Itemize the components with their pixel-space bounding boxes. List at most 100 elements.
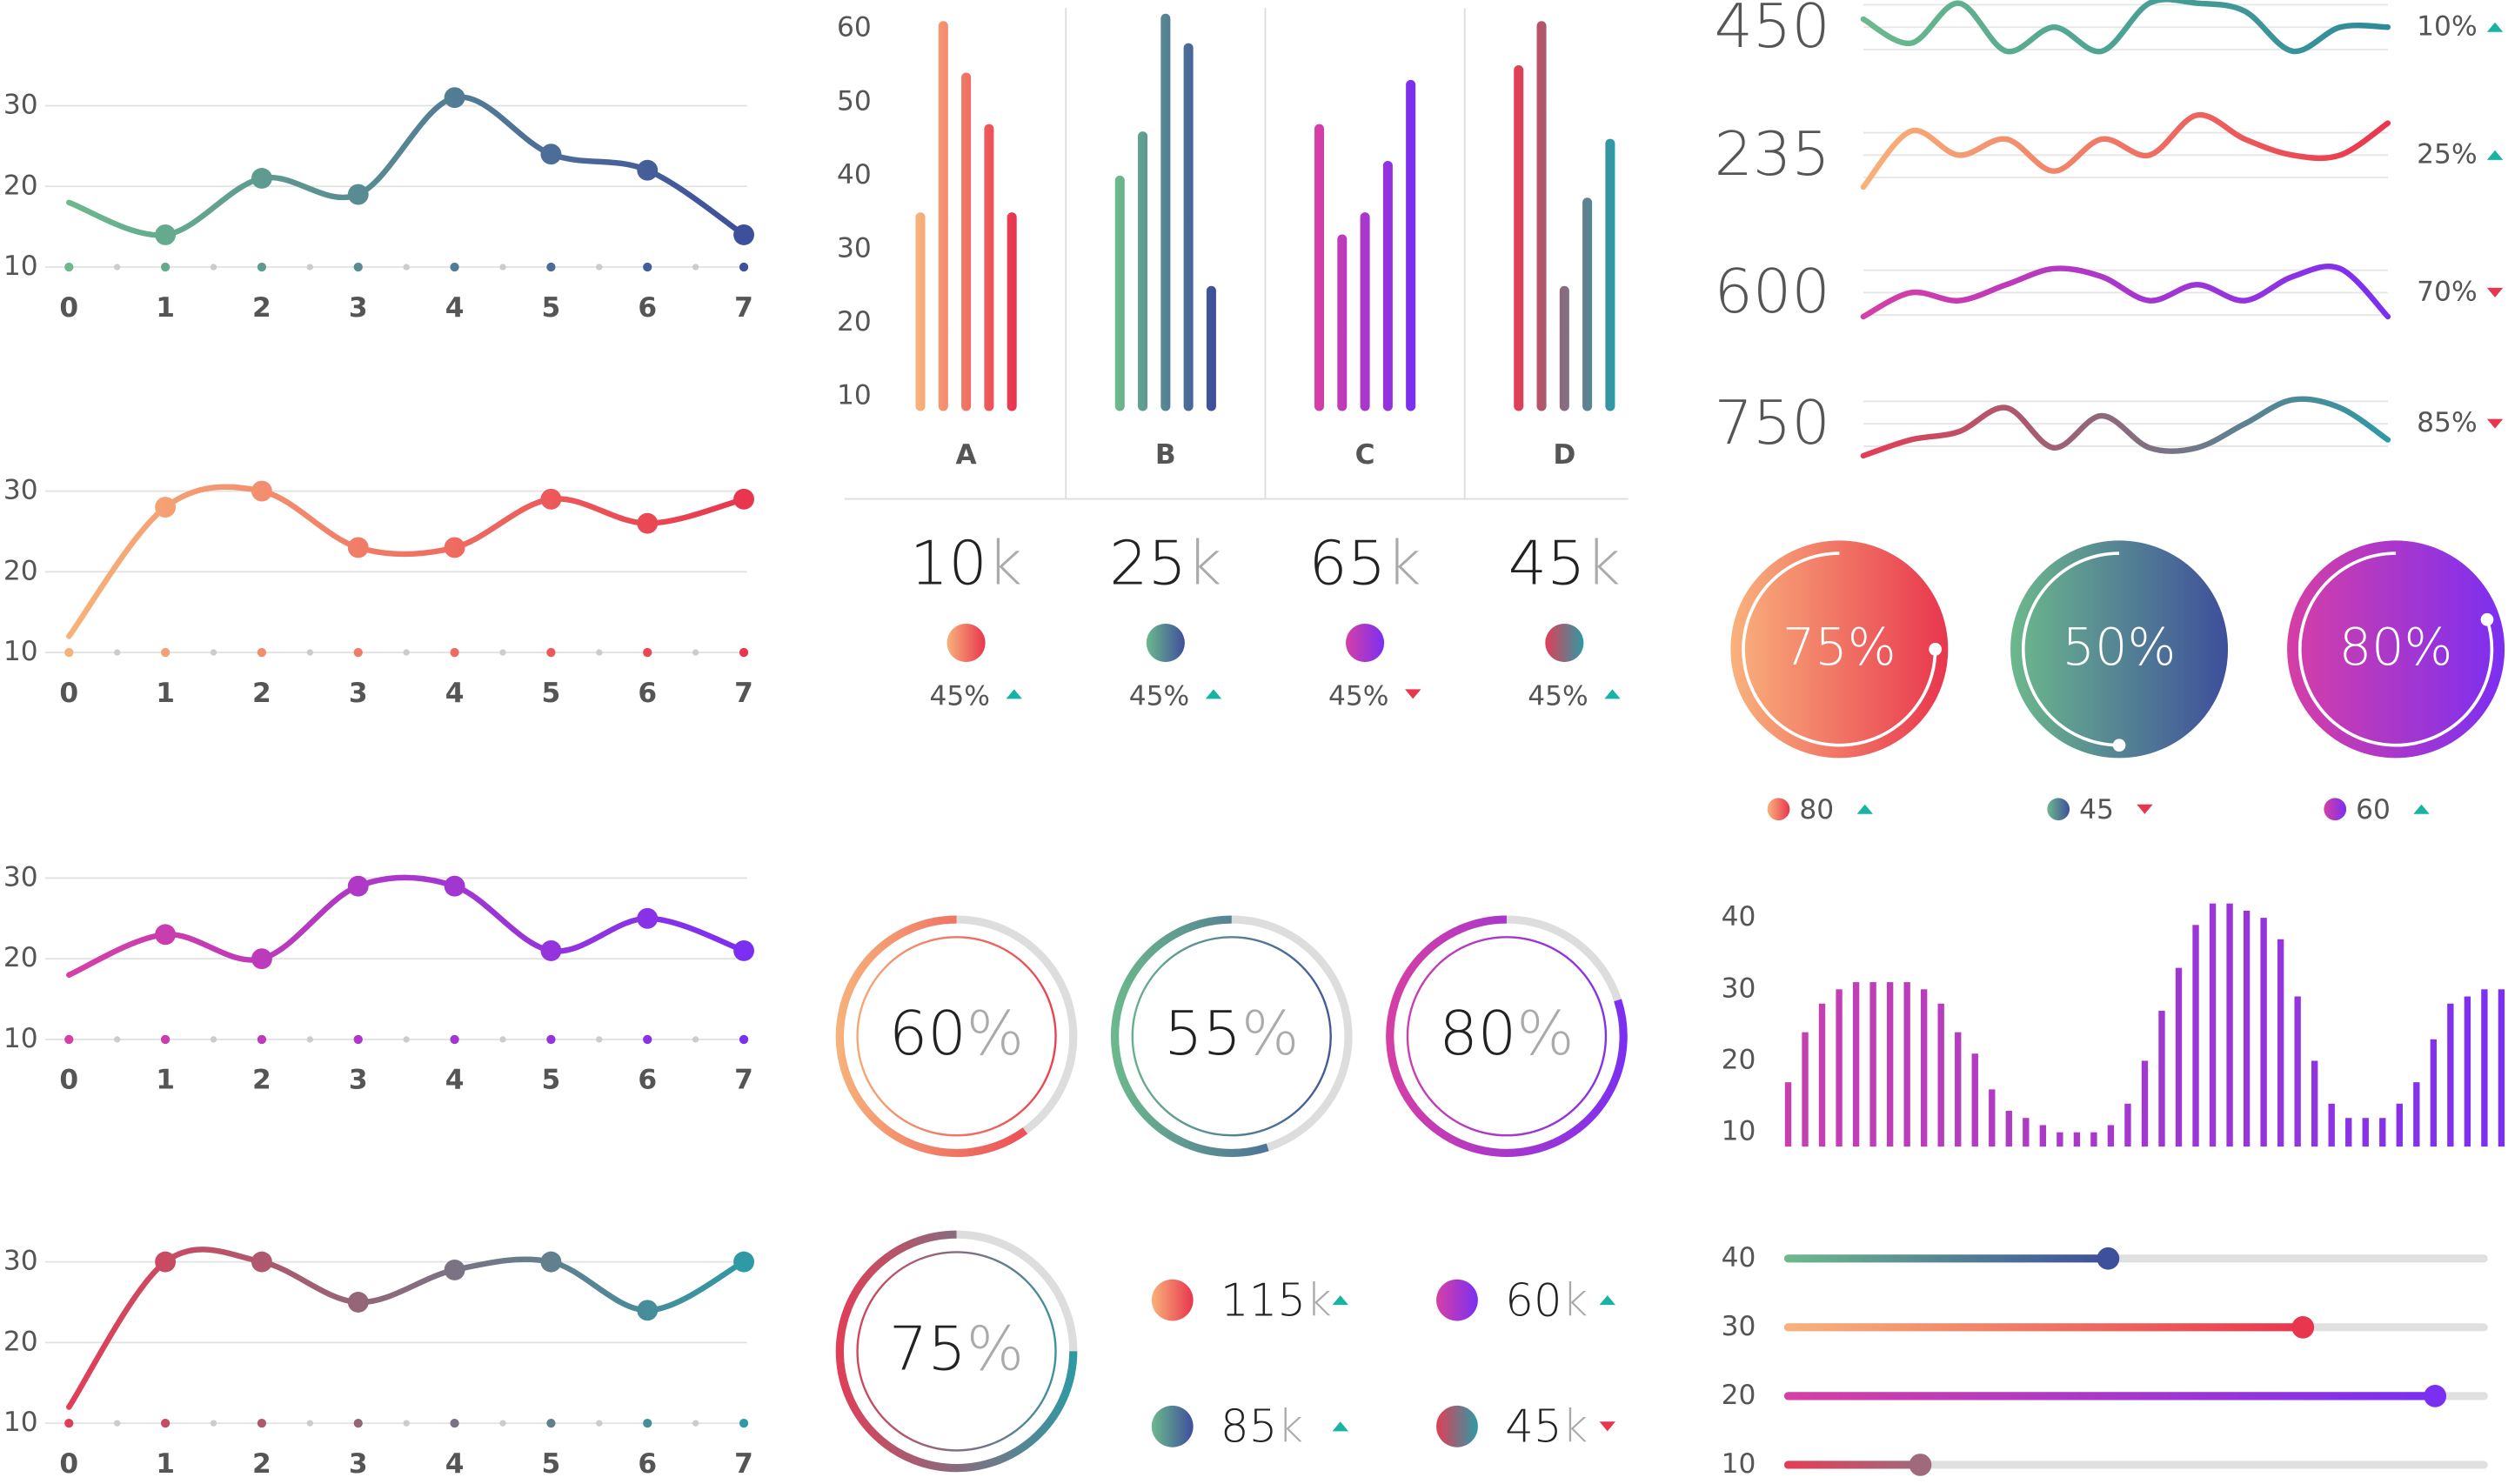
y-tick-label: 30 <box>3 89 38 120</box>
value-number: 65 <box>1308 529 1386 599</box>
bar <box>1138 131 1148 411</box>
legend-value: 45 <box>2079 794 2114 826</box>
bar <box>1314 124 1325 411</box>
y-tick-label: 20 <box>3 942 38 973</box>
y-tick-label: 50 <box>837 85 872 117</box>
gauge-knob <box>2112 739 2126 752</box>
line-marker <box>733 488 755 510</box>
trend-up <box>2486 150 2504 160</box>
bar <box>1382 160 1393 411</box>
stat-change: 45% <box>1328 681 1388 712</box>
y-tick-label: 30 <box>3 861 38 892</box>
x-tick-label: 0 <box>59 292 78 324</box>
bar <box>938 21 948 411</box>
legend-value: 60 <box>2356 794 2391 826</box>
y-tick-label: 10 <box>3 251 38 282</box>
x-tick-label: 0 <box>59 1448 78 1480</box>
line-marker <box>251 480 272 502</box>
x-tick-dot <box>643 647 652 658</box>
bar <box>1937 1003 1944 1147</box>
bar <box>1903 982 1910 1147</box>
baseline-dot <box>499 649 506 656</box>
x-tick-label: 4 <box>445 1065 465 1096</box>
x-tick-label: C <box>1355 439 1375 471</box>
bar <box>1605 138 1615 411</box>
y-tick-label: 30 <box>837 232 872 264</box>
spark-change: 70% <box>2417 276 2477 307</box>
x-tick-dot <box>450 1034 459 1045</box>
bar <box>2498 989 2505 1147</box>
x-tick-dot <box>546 1034 556 1045</box>
baseline-dot <box>692 1420 699 1427</box>
line-marker <box>637 1300 659 1321</box>
x-tick-dot <box>450 1418 459 1428</box>
bar <box>1921 989 1928 1147</box>
value-number: 80 <box>2339 617 2404 677</box>
spark-change: 25% <box>2417 138 2477 170</box>
line-marker <box>540 939 562 961</box>
bar <box>2362 1118 2369 1147</box>
spark-label: 750 <box>1714 388 1829 458</box>
value-number: 45 <box>1505 1400 1562 1453</box>
y-tick-label: 10 <box>1722 1116 1756 1147</box>
bar <box>2039 1125 2047 1147</box>
bar <box>2107 1125 2115 1147</box>
value-number: 45 <box>1508 529 1586 599</box>
baseline-dot <box>596 1420 603 1427</box>
value-number: 55 <box>1164 999 1241 1069</box>
gauge-knob <box>2480 612 2494 626</box>
value-number: 25 <box>1109 529 1187 599</box>
line-marker <box>155 924 177 946</box>
spark-label: 235 <box>1714 119 1829 190</box>
baseline-dot <box>403 1420 410 1427</box>
baseline-dot <box>114 264 121 271</box>
bar <box>2379 1118 2386 1147</box>
bar <box>1183 43 1194 411</box>
bar <box>1206 285 1216 411</box>
x-tick-label: 3 <box>349 1448 368 1480</box>
ring-arc <box>1110 915 1269 1157</box>
trend-up <box>1604 689 1621 699</box>
line-marker <box>155 1251 177 1273</box>
bar <box>1582 197 1593 411</box>
x-tick-dot <box>739 647 749 658</box>
x-tick-dot <box>739 1034 749 1045</box>
line-marker <box>733 1251 755 1273</box>
bar <box>2141 1060 2149 1147</box>
x-tick-label: 5 <box>542 292 561 324</box>
line-marker <box>347 537 369 558</box>
bar <box>2023 1118 2030 1147</box>
ring-inner <box>1406 936 1608 1137</box>
baseline-dot <box>692 649 699 656</box>
baseline-dot <box>596 1036 603 1043</box>
trend-down <box>2486 418 2504 429</box>
gauge-arc <box>2021 551 2120 747</box>
bar <box>2464 996 2471 1147</box>
bar <box>2396 1103 2403 1147</box>
stat-dot <box>1151 1279 1194 1321</box>
stat-change: 45% <box>1129 681 1189 712</box>
x-tick-dot <box>353 647 363 658</box>
bar <box>1818 1003 1826 1147</box>
x-tick-label: 6 <box>638 678 657 709</box>
baseline-dot <box>692 264 699 271</box>
baseline-dot <box>499 1420 506 1427</box>
value-text: 85k <box>1221 1400 1303 1453</box>
bar <box>915 212 926 411</box>
line-marker <box>540 144 562 165</box>
y-tick-label: 40 <box>1722 901 1756 933</box>
bar <box>1114 175 1125 411</box>
x-tick-dot <box>64 647 74 658</box>
line-marker <box>347 184 369 205</box>
bar <box>2277 939 2284 1147</box>
value-number: 60 <box>1505 1274 1562 1327</box>
y-tick-label: 20 <box>3 170 38 201</box>
baseline-dot <box>210 1036 217 1043</box>
line-marker <box>540 1251 562 1273</box>
value-text: 75% <box>889 1314 1024 1384</box>
legend-dot <box>2324 798 2347 821</box>
x-tick-dot <box>546 262 556 272</box>
x-tick-dot <box>64 1418 74 1428</box>
x-tick-label: 6 <box>638 1448 657 1480</box>
bar <box>2447 1003 2454 1147</box>
